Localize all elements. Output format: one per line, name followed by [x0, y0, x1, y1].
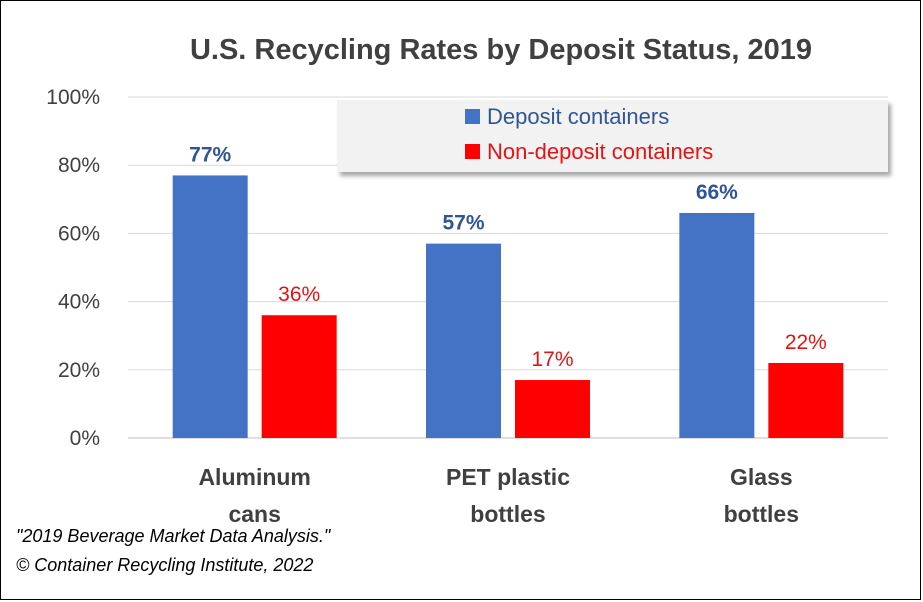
y-tick-label: 100% [46, 86, 100, 109]
y-tick-label: 20% [58, 359, 100, 382]
data-label-non-deposit: 22% [785, 331, 827, 354]
bar-non-deposit [515, 380, 590, 438]
legend-label-non-deposit: Non-deposit containers [487, 139, 713, 164]
x-category-label: PET plastic [446, 464, 570, 490]
y-tick-label: 80% [58, 154, 100, 177]
x-category-label: bottles [470, 501, 545, 527]
chart-title: U.S. Recycling Rates by Deposit Status, … [190, 34, 812, 66]
y-tick-label: 0% [70, 427, 100, 450]
data-label-deposit: 77% [189, 143, 231, 166]
legend-swatch-deposit [465, 109, 480, 124]
y-tick-label: 40% [58, 291, 100, 314]
bar-non-deposit [261, 315, 337, 438]
bar-deposit [679, 212, 755, 438]
data-label-deposit: 57% [442, 212, 484, 235]
bar-non-deposit [768, 362, 844, 438]
data-label-non-deposit: 36% [278, 283, 320, 306]
x-category-label: bottles [724, 501, 799, 527]
x-category-label: Glass [730, 464, 793, 490]
source-copyright: © Container Recycling Institute, 2022 [16, 555, 314, 575]
x-category-label: cans [228, 501, 280, 527]
bar-deposit [172, 175, 248, 438]
bar-deposit [426, 243, 501, 438]
data-label-deposit: 66% [696, 181, 738, 204]
source-citation: "2019 Beverage Market Data Analysis." [16, 526, 331, 546]
legend-box [337, 100, 888, 172]
legend-label-deposit: Deposit containers [487, 104, 669, 129]
legend-swatch-non-deposit [465, 144, 480, 159]
x-category-label: Aluminum [198, 464, 310, 490]
data-label-non-deposit: 17% [531, 348, 573, 371]
y-tick-label: 60% [58, 222, 100, 245]
legend: Deposit containers Non-deposit container… [337, 100, 888, 172]
